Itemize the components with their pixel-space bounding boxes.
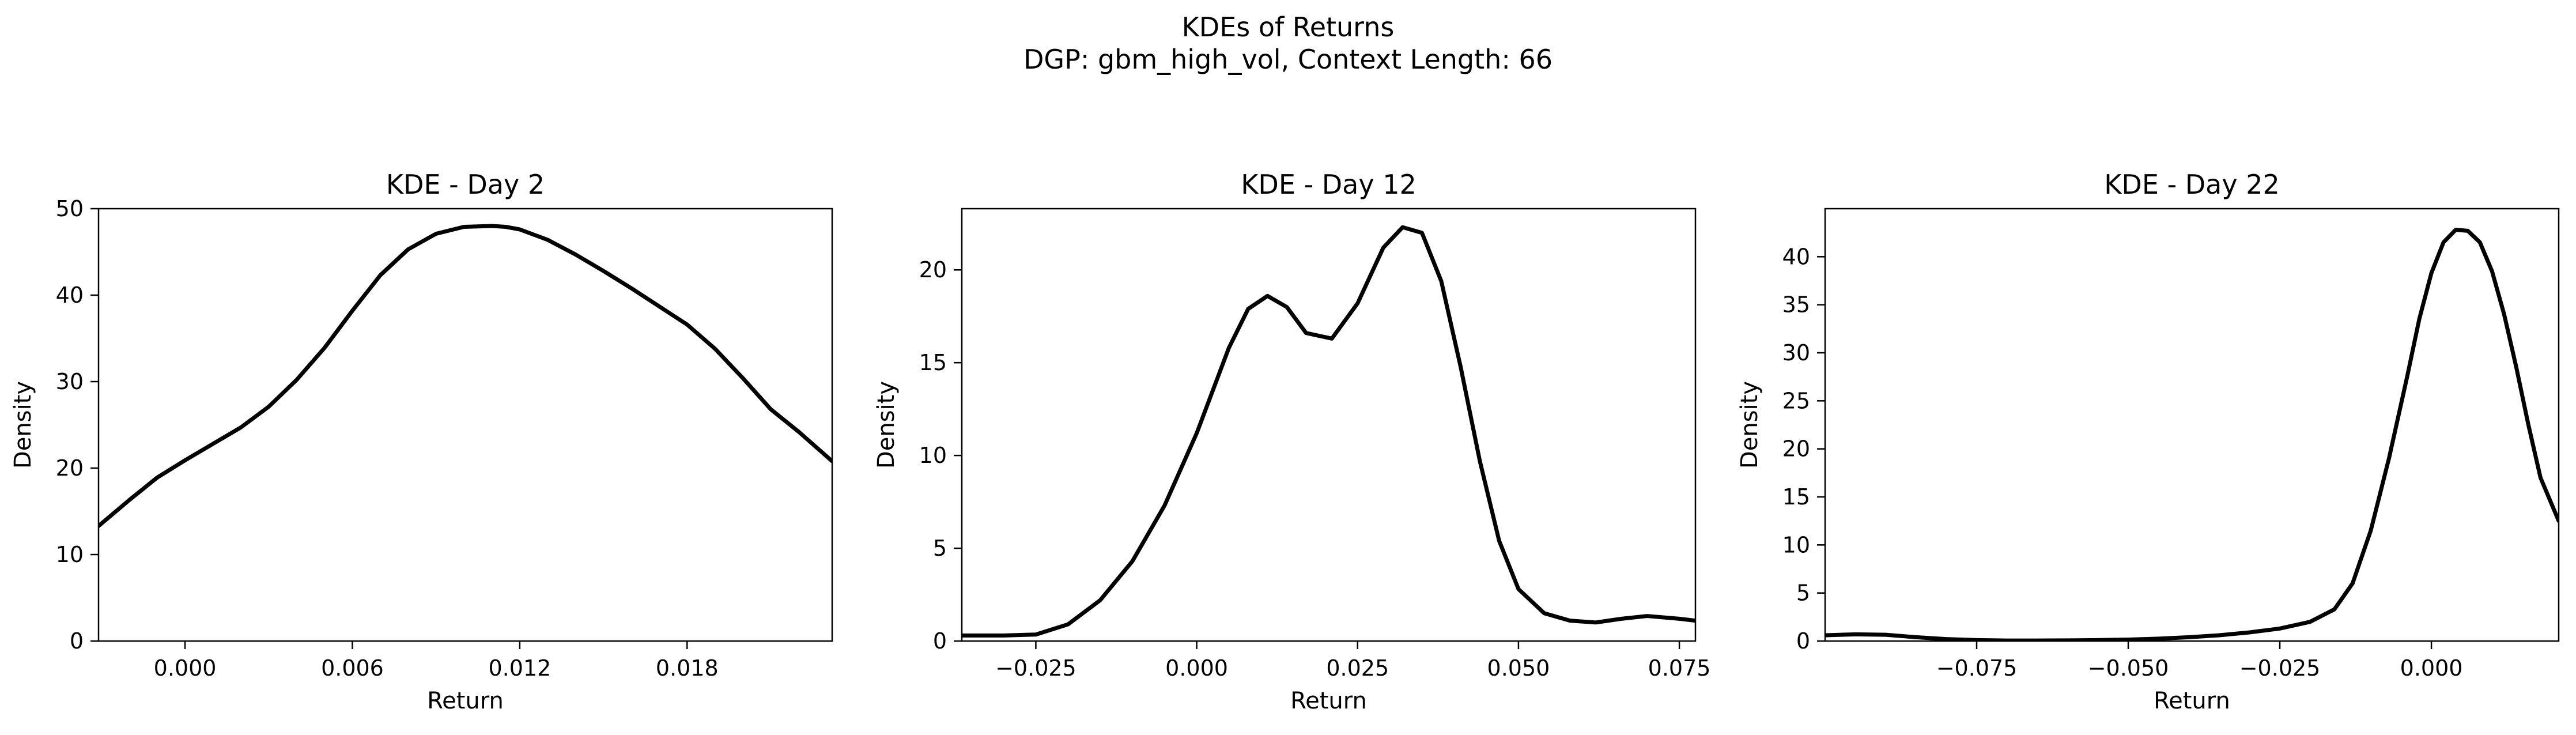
y-tick-label: 25 [1782, 388, 1810, 413]
y-tick-label: 10 [56, 542, 84, 567]
x-tick-label: 0.000 [1165, 655, 1228, 681]
y-axis-label: Density [1736, 381, 1763, 469]
y-tick-label: 35 [1782, 292, 1810, 318]
kde-panel-2: −0.025 0.000 0.025 0.050 0.075 0 5 10 15 20 KDE - … [873, 169, 1710, 714]
y-tick-label: 40 [1782, 244, 1810, 269]
y-axis-label: Density [873, 381, 900, 469]
y-tick-label: 5 [1796, 581, 1810, 606]
y-tick-label: 10 [1782, 532, 1810, 557]
x-axis-label: Return [1290, 688, 1367, 714]
y-tick-label: 20 [56, 455, 84, 481]
axes-frame [961, 208, 1697, 642]
y-axis-label: Density [10, 381, 36, 469]
x-tick-label: 0.075 [1648, 655, 1711, 681]
x-tick-label: 0.000 [154, 655, 217, 681]
figure-title-line-2: DGP: gbm_high_vol, Context Length: 66 [1023, 44, 1553, 75]
x-tick-label: 0.006 [321, 655, 384, 681]
figure-title-line-1: KDEs of Returns [1182, 12, 1395, 43]
kde-panel-3: −0.075 −0.050 −0.025 0.000 0 5 10 15 20 25 30 35 40 K… [1736, 169, 2560, 714]
y-tick-label: 30 [1782, 340, 1810, 365]
x-tick-label: −0.025 [2239, 655, 2321, 681]
x-tick-label: −0.050 [2088, 655, 2169, 681]
kde-line-1 [962, 225, 1695, 638]
y-tick-label: 15 [919, 350, 947, 375]
x-tick-label: 0.050 [1487, 655, 1550, 681]
y-tick-label: 5 [933, 536, 947, 561]
kde-line-1 [99, 224, 832, 528]
y-tick-label: 30 [56, 369, 84, 394]
x-tick-label: −0.075 [1936, 655, 2018, 681]
kde-panel-1: 0.000 0.006 0.012 0.018 0 10 20 30 40 50 KDE - Day… [10, 169, 833, 714]
panel-title: KDE - Day 2 [386, 169, 545, 200]
y-tick-label: 0 [933, 628, 947, 654]
x-axis-label: Return [2154, 688, 2230, 714]
kde-line-1 [1825, 228, 2559, 641]
x-axis-label: Return [427, 688, 504, 714]
y-tick-label: 20 [1782, 436, 1810, 462]
x-tick-label: 0.025 [1326, 655, 1389, 681]
y-tick-label: 0 [70, 628, 84, 654]
y-tick-label: 15 [1782, 484, 1810, 510]
x-tick-label: 0.012 [488, 655, 551, 681]
x-tick-label: 0.000 [2400, 655, 2463, 681]
y-tick-label: 20 [919, 257, 947, 282]
x-tick-label: 0.018 [656, 655, 719, 681]
panel-title: KDE - Day 22 [2104, 169, 2279, 200]
y-tick-label: 50 [56, 196, 84, 221]
y-tick-label: 0 [1796, 628, 1810, 654]
y-tick-label: 10 [919, 443, 947, 468]
axes-frame [97, 208, 833, 642]
x-tick-label: −0.025 [995, 655, 1077, 681]
y-tick-label: 40 [56, 282, 84, 308]
axes-frame [1824, 208, 2560, 642]
panel-title: KDE - Day 12 [1241, 169, 1416, 200]
